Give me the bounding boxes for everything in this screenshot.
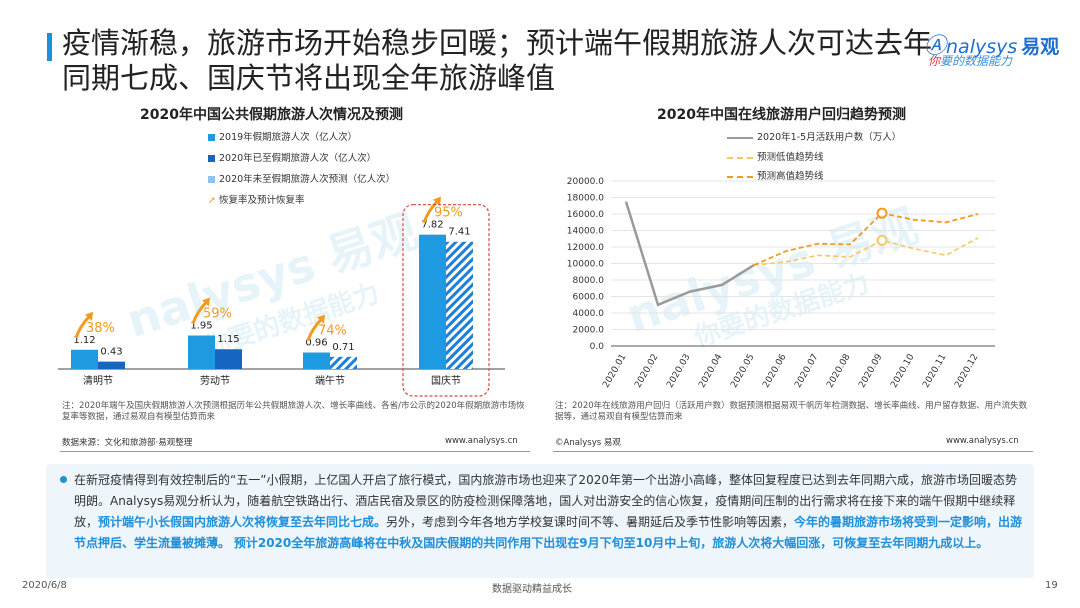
right-chart-title: 2020年中国在线旅游用户回归趋势预测 [657,107,906,123]
y-tick-label: 0.0 [590,342,605,352]
highlight-point [876,207,888,219]
left-chart-website: www.analysys.cn [445,436,518,446]
recovery-rate-label: 38% [86,321,115,336]
bar-2020-actual [215,349,242,369]
legend-low-trend: 预测低值趋势线 [727,149,824,163]
category-label: 劳动节 [200,374,230,387]
bar-label-2020: 0.71 [332,342,354,353]
bar-2020-actual [98,361,125,369]
y-tick-label: 4000.0 [573,309,605,319]
analysys-logo: Ⓐnalysys 易观 你要的数据能力 [924,28,1064,72]
left-chart-title: 2020年中国公共假期旅游人次情况及预测 [140,107,403,123]
bar-label-2019: 7.82 [421,220,443,231]
footer-page-number: 19 [1045,580,1058,591]
page-title: 疫情渐稳，旅游市场开始稳步回暖；预计端午假期旅游人次可达去年同期七成、国庆节将出… [62,26,933,95]
right-chart-note: 注：2020年在线旅游用户回归（活跃用户数）数据预测根据易观千帆历年检测数据、增… [555,401,1028,422]
series-line-0 [624,201,755,307]
y-tick-label: 2000.0 [573,326,605,336]
category-label: 端午节 [315,374,345,387]
legend-2020-actual: 2020年已至假期旅游人次（亿人次） [208,150,376,164]
legend-active-users: 2020年1-5月活跃用户数（万人） [727,129,901,143]
recovery-arrow-head [317,314,325,324]
bar-label-2020: 1.15 [217,334,239,345]
recovery-arrow-head [202,297,210,307]
x-tick-label: 2020.02 [633,353,660,390]
right-chart-website: www.analysys.cn [946,436,1019,446]
footer-date: 2020/6/8 [22,580,67,591]
y-tick-label: 16000.0 [567,210,604,220]
right-divider [553,451,1033,452]
legend-high-trend: 预测高值趋势线 [727,168,824,182]
bar-label-2019: 0.96 [305,338,327,349]
x-tick-label: 2020.10 [889,352,916,389]
x-tick-label: 2020.06 [761,352,788,389]
summary-box: 在新冠疫情得到有效控制后的“五一”小假期，上亿国人开启了旅行模式，国内旅游市场也… [46,464,1034,578]
bar-2019 [71,349,98,369]
category-label: 清明节 [83,374,113,387]
x-tick-label: 2020.07 [793,353,820,390]
y-tick-label: 12000.0 [567,243,604,253]
y-tick-label: 10000.0 [567,260,604,270]
x-tick-label: 2020.01 [601,353,628,390]
right-line-chart: 0.0 2000.0 4000.0 6000.0 8000.0 10000.0 12000.… [567,177,995,390]
legend-2019: 2019年假期旅游人次（亿人次） [208,129,357,143]
bar-2020-forecast [446,241,473,369]
category-label: 国庆节 [431,374,461,387]
right-chart-source: ©Analysys 易观 [555,438,621,448]
series-line-2 [753,212,979,266]
bar-label-2019: 1.12 [73,335,95,346]
logo-wordmark: Ⓐnalysys 易观 [924,34,1060,59]
legend-recovery-rate: ➚ 恢复率及预计恢复率 [208,195,305,206]
highlight-point [876,234,888,246]
y-tick-label: 18000.0 [567,194,604,204]
y-tick-label: 14000.0 [567,227,604,237]
x-tick-label: 2020.11 [921,353,948,390]
legend-2020-forecast: 2020年未至假期旅游人次预测（亿人次） [208,171,395,185]
bar-label-2020: 7.41 [448,227,470,238]
highlight-ring [402,204,490,397]
recovery-rate-label: 95% [434,206,463,221]
left-chart-source: 数据来源：文化和旅游部·易观整理 [62,438,193,448]
bar-label-2020: 0.43 [100,347,122,358]
recovery-rate-label: 59% [203,307,232,322]
left-bar-chart: 1.12 0.43 清明节 38% 1.95 1.15 劳动节 59% 0.96 0.71 端午节 7… [58,196,505,397]
x-tick-label: 2020.05 [729,353,756,390]
recovery-rate-label: 74% [318,324,347,339]
recovery-arrow-head [85,311,93,321]
bar-2019 [419,234,446,369]
bar-2019 [303,352,330,369]
x-tick-label: 2020.12 [953,353,980,390]
x-tick-label: 2020.09 [857,352,884,389]
x-tick-label: 2020.04 [697,352,724,389]
y-tick-label: 20000.0 [567,177,604,187]
left-chart-note: 注：2020年端午及国庆假期旅游人次预测根据历年公共假期旅游人次、增长率曲线、各… [62,401,525,422]
summary-bullet [60,476,67,483]
title-accent-bar [47,33,52,61]
x-tick-label: 2020.03 [665,353,692,390]
footer-slogan: 数据驱动精益成长 [492,584,572,595]
bar-2020-forecast [330,356,357,369]
logo-slogan: 你要的数据能力 [928,54,1013,68]
x-tick-label: 2020.08 [825,352,852,389]
y-tick-label: 6000.0 [573,293,605,303]
bar-2019 [188,335,215,369]
series-line-1 [753,237,979,266]
left-divider [60,451,530,452]
recovery-arrow-head [433,196,441,206]
bar-label-2019: 1.95 [190,321,212,332]
summary-text: 在新冠疫情得到有效控制后的“五一”小假期，上亿国人开启了旅行模式，国内旅游市场也… [74,473,1023,550]
y-tick-label: 8000.0 [573,276,605,286]
